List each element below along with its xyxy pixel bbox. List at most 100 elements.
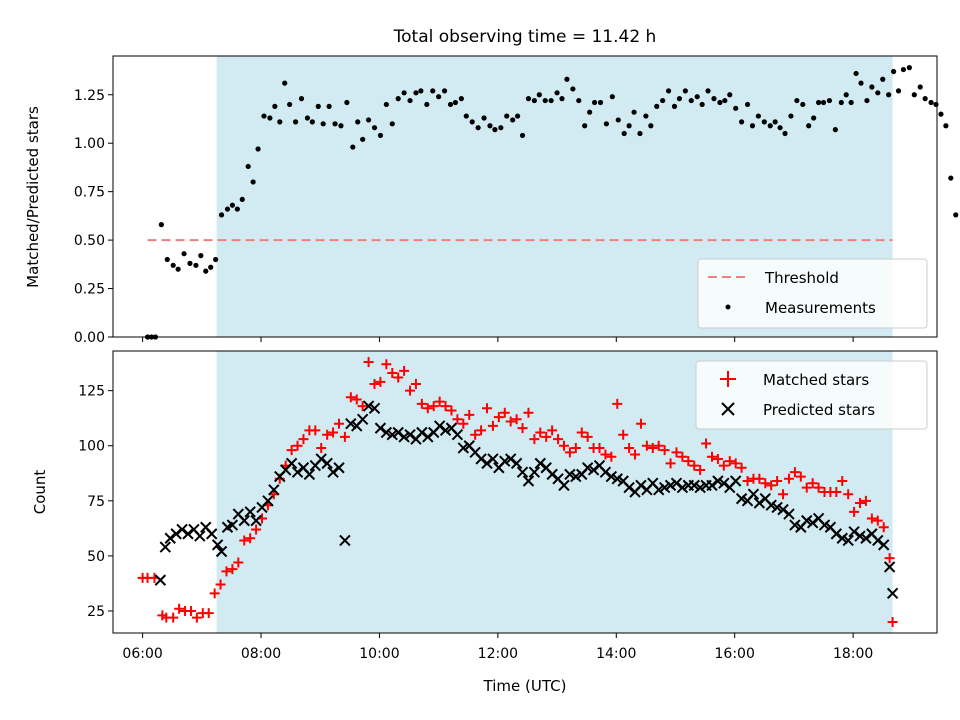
predicted-star-point — [238, 514, 250, 527]
measurement-point — [788, 113, 794, 119]
predicted-star-point — [587, 464, 600, 476]
measurement-point — [767, 123, 773, 129]
predicted-star-point — [753, 497, 766, 509]
measurement-point — [621, 130, 627, 137]
measurement-point — [826, 97, 833, 104]
top-axes-frame — [112, 55, 938, 338]
measurement-point — [198, 253, 204, 259]
bottom-legend-box — [695, 360, 928, 430]
predicted-star-point — [333, 462, 345, 474]
measurement-point — [875, 90, 881, 96]
predicted-star-point — [735, 492, 748, 505]
predicted-star-point — [558, 479, 570, 492]
predicted-star-point — [789, 519, 801, 531]
predicted-star-point — [510, 457, 523, 470]
measurement-point — [463, 113, 469, 119]
matched-star-point — [511, 414, 522, 425]
predicted-star-point — [806, 517, 819, 529]
predicted-star-point — [380, 426, 393, 439]
x-tick-label: 08:00 — [241, 646, 281, 662]
matched-star-point — [174, 603, 185, 614]
predicted-star-point — [475, 453, 487, 465]
matched-star-point — [292, 440, 303, 451]
measurement-point — [542, 97, 548, 104]
measurement-point — [519, 132, 526, 139]
predicted-star-point — [499, 455, 511, 467]
x-tick-label: 12:00 — [478, 646, 518, 662]
matched-star-point — [316, 442, 327, 453]
measurement-point — [554, 90, 560, 96]
measurement-point — [395, 96, 401, 102]
matched-star-point — [393, 372, 404, 383]
matched-star-point — [712, 453, 723, 464]
predicted-star-point — [457, 442, 470, 454]
matched-star-point — [434, 396, 445, 407]
predicted-star-point — [765, 499, 777, 511]
matched-star-point — [849, 506, 860, 517]
measurement-point — [401, 90, 407, 96]
predicted-star-point — [315, 453, 327, 465]
measurement-point — [181, 251, 187, 257]
matched-star-point — [641, 440, 652, 451]
predicted-star-point — [854, 530, 866, 542]
measurement-point — [671, 103, 678, 109]
predicted-star-point — [451, 429, 464, 441]
matched-star-point — [357, 401, 368, 412]
matched-star-point — [647, 442, 658, 453]
measurement-point — [407, 97, 413, 104]
matched-star-point — [505, 416, 516, 427]
measurement-point — [261, 113, 267, 119]
measurement-point — [858, 80, 864, 86]
measurement-point — [761, 119, 767, 125]
top-panel: 0.00 0.25 0.50 0.75 1.00 1.25 Matched/Predict… — [24, 55, 959, 346]
measurement-point — [481, 115, 487, 121]
measurement-point — [755, 113, 761, 119]
measurement-point — [548, 97, 554, 104]
bottom-legend: Matched stars Predicted stars — [695, 360, 928, 430]
measurement-point — [338, 123, 344, 129]
measurement-point — [218, 212, 225, 218]
measurement-point — [504, 113, 510, 119]
measurement-point — [267, 115, 273, 121]
measurement-point — [413, 90, 419, 96]
matched-star-point — [612, 398, 623, 409]
measurement-point — [304, 115, 311, 121]
measurement-point — [682, 88, 688, 94]
measurement-point — [224, 206, 231, 212]
measurement-point — [694, 94, 700, 100]
predicted-star-point — [386, 429, 398, 441]
predicted-star-point — [226, 519, 239, 531]
bottom-axes-frame — [112, 350, 938, 634]
measurement-point — [895, 88, 902, 94]
predicted-star-point — [860, 532, 872, 544]
matched-star-point — [221, 566, 232, 577]
measurement-point — [853, 70, 859, 77]
measurement-point — [187, 260, 193, 266]
x-tick-label: 06:00 — [122, 646, 162, 662]
matched-star-point — [351, 394, 362, 405]
measurement-point — [615, 117, 621, 123]
measurement-point — [676, 96, 683, 102]
measurement-point — [292, 119, 299, 125]
matched-star-point — [718, 460, 729, 471]
measurement-point — [458, 96, 464, 102]
matched-star-point — [322, 429, 333, 440]
predicted-star-point — [534, 457, 547, 470]
measurement-point — [722, 97, 728, 104]
matched-star-point — [458, 418, 469, 429]
predicted-star-point — [886, 587, 899, 600]
measurement-point — [933, 101, 939, 108]
matched-star-point — [493, 412, 504, 423]
y-tick-label: 0.50 — [74, 233, 105, 249]
measurement-point — [320, 121, 326, 127]
measurement-point — [739, 119, 745, 125]
matched-star-point — [405, 385, 416, 396]
x-tick-label: 18:00 — [833, 646, 873, 662]
measurement-point — [820, 99, 827, 106]
predicted-star-point — [546, 468, 558, 481]
measurement-point — [953, 212, 959, 218]
predicted-star-point — [777, 503, 789, 516]
measurement-point — [815, 99, 822, 106]
measurement-point — [838, 99, 844, 106]
